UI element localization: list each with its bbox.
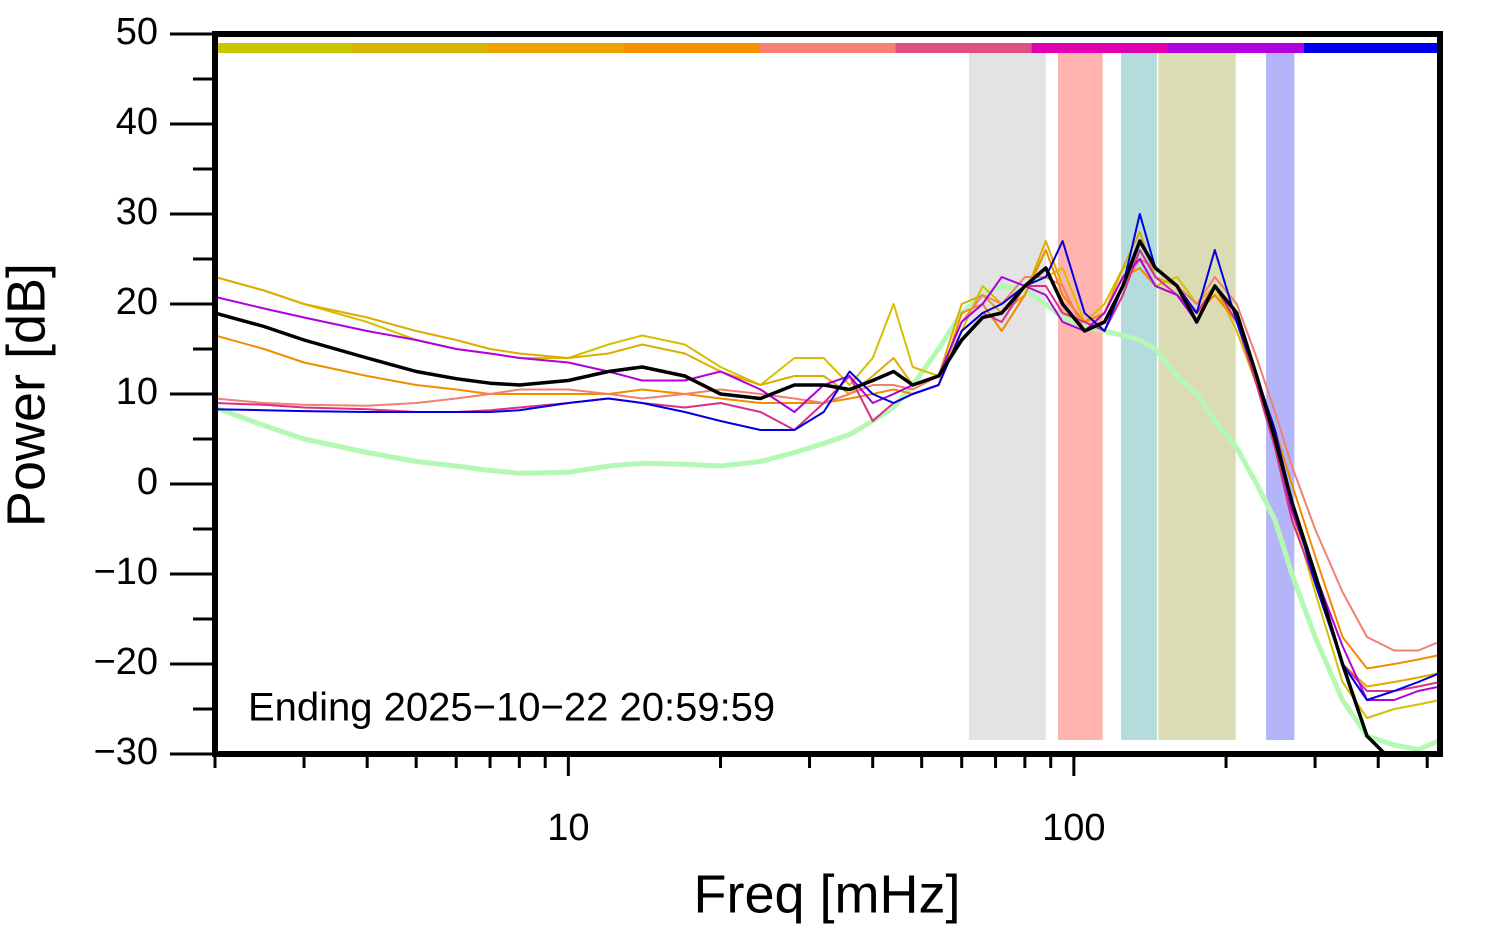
series-line — [215, 239, 1388, 754]
y-tick-label: 20 — [116, 281, 158, 323]
y-tick-label: 30 — [116, 191, 158, 233]
top-bar-segment — [1303, 43, 1441, 53]
y-tick-label: 10 — [116, 371, 158, 413]
annotation: Ending 2025−10−22 20:59:59 — [248, 686, 775, 730]
y-tick-label: 40 — [116, 101, 158, 143]
top-bar-segment — [759, 43, 897, 53]
shaded-band — [1266, 52, 1295, 740]
y-tick-label: −20 — [94, 641, 158, 683]
y-tick-label: 50 — [116, 11, 158, 53]
top-bar-segment — [895, 43, 1033, 53]
y-tick-label: −30 — [94, 731, 158, 773]
plot-frame — [212, 31, 1443, 757]
top-bar-segment — [1167, 43, 1305, 53]
shaded-band — [968, 52, 1046, 740]
top-bar-segment — [215, 43, 352, 53]
series-line — [215, 249, 1440, 692]
bands — [968, 52, 1295, 740]
y-tick-label: −10 — [94, 551, 158, 593]
shaded-band — [1121, 52, 1157, 740]
top-bar-segment — [623, 43, 760, 53]
top-bar-segment — [1031, 43, 1169, 53]
x-tick-label: 100 — [1042, 807, 1105, 849]
top-bar-segment — [351, 43, 488, 53]
x-tick-label: 10 — [547, 807, 589, 849]
lines — [215, 213, 1440, 754]
x-axis-label: Freq [mHz] — [693, 864, 960, 924]
shaded-band — [1057, 52, 1103, 740]
series-line — [215, 258, 1440, 652]
top-bar-segment — [487, 43, 624, 53]
y-axis-label: Power [dB] — [0, 263, 56, 527]
y-tick-label: 0 — [137, 461, 158, 503]
